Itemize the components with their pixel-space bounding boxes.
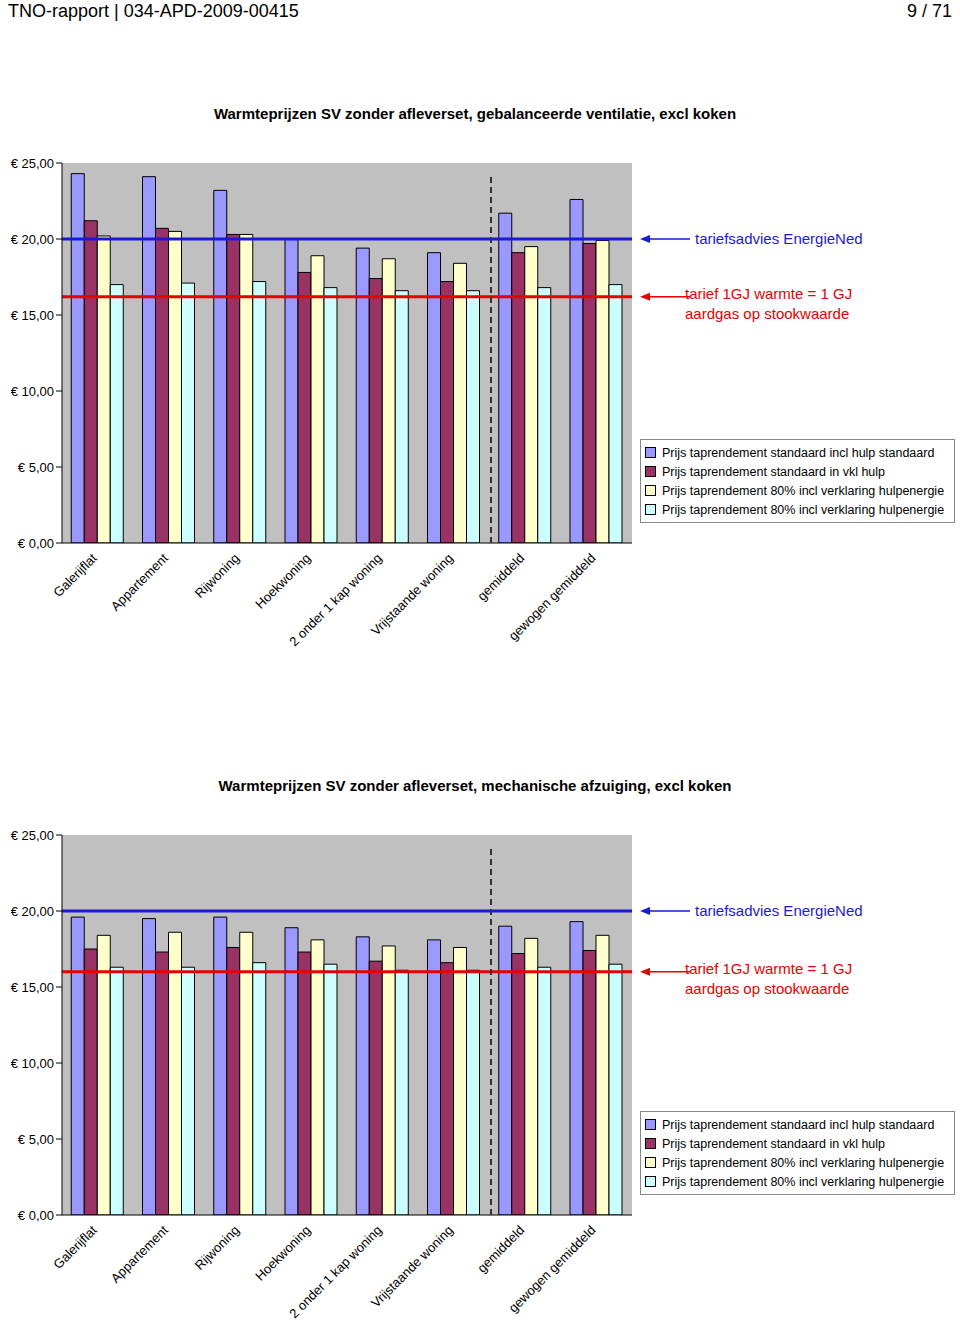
svg-text:€ 0,00: € 0,00 xyxy=(18,1208,54,1223)
svg-text:€ 15,00: € 15,00 xyxy=(11,308,54,323)
html-text:Prijs taprendement standaard i: Prijs taprendement standaard in vkl hulp xyxy=(662,1136,885,1151)
svg-text:€ 25,00: € 25,00 xyxy=(11,156,54,171)
svg-text:aardgas op stookwaarde: aardgas op stookwaarde xyxy=(685,305,849,322)
html-text:Warmteprijzen SV zonder afleve: Warmteprijzen SV zonder afleverset, mech… xyxy=(218,777,732,794)
svg-text:€ 0,00: € 0,00 xyxy=(18,536,54,551)
svg-text:2 onder 1 kap woning: 2 onder 1 kap woning xyxy=(286,551,385,650)
svg-text:€ 10,00: € 10,00 xyxy=(11,384,54,399)
svg-text:gewogen gemiddeld: gewogen gemiddeld xyxy=(506,551,599,644)
svg-text:tariefsadvies EnergieNed: tariefsadvies EnergieNed xyxy=(695,902,863,919)
svg-text:Galerijflat: Galerijflat xyxy=(50,1222,100,1272)
svg-text:Hoekwoning: Hoekwoning xyxy=(252,1223,313,1284)
svg-text:€ 20,00: € 20,00 xyxy=(11,904,54,919)
svg-text:Appartement: Appartement xyxy=(108,1222,172,1286)
html-text:Warmteprijzen SV zonder afleve: Warmteprijzen SV zonder afleverset, geba… xyxy=(213,105,737,122)
html-text:9 / 71: 9 / 71 xyxy=(907,1,952,21)
svg-text:€ 15,00: € 15,00 xyxy=(11,980,54,995)
html-text:Prijs taprendement standaard i: Prijs taprendement standaard incl hulp s… xyxy=(662,445,935,460)
svg-text:Hoekwoning: Hoekwoning xyxy=(252,551,313,612)
svg-text:2 onder 1 kap woning: 2 onder 1 kap woning xyxy=(286,1223,385,1322)
svg-text:€ 5,00: € 5,00 xyxy=(18,460,54,475)
svg-text:gewogen gemiddeld: gewogen gemiddeld xyxy=(506,1223,599,1316)
svg-text:tarief 1GJ warmte = 1 GJ: tarief 1GJ warmte = 1 GJ xyxy=(685,285,852,302)
svg-text:gemiddeld: gemiddeld xyxy=(474,1223,527,1276)
html-text:Prijs taprendement 80% incl ve: Prijs taprendement 80% incl verklaring h… xyxy=(662,483,945,498)
svg-text:Rijwoning: Rijwoning xyxy=(192,551,242,601)
svg-text:Vrijstaande woning: Vrijstaande woning xyxy=(368,551,456,639)
html-text:Prijs taprendement standaard i: Prijs taprendement standaard in vkl hulp xyxy=(662,464,885,479)
svg-text:€ 20,00: € 20,00 xyxy=(11,232,54,247)
svg-text:aardgas op stookwaarde: aardgas op stookwaarde xyxy=(685,980,849,997)
svg-text:Rijwoning: Rijwoning xyxy=(192,1223,242,1273)
html-text:Prijs taprendement standaard i: Prijs taprendement standaard incl hulp s… xyxy=(662,1117,935,1132)
svg-text:Appartement: Appartement xyxy=(108,550,172,614)
html-text:TNO-rapport | 034-APD-2009-004: TNO-rapport | 034-APD-2009-00415 xyxy=(8,1,299,21)
svg-text:Vrijstaande woning: Vrijstaande woning xyxy=(368,1223,456,1311)
svg-text:€ 10,00: € 10,00 xyxy=(11,1056,54,1071)
svg-text:Galerijflat: Galerijflat xyxy=(50,550,100,600)
svg-text:tarief 1GJ warmte = 1 GJ: tarief 1GJ warmte = 1 GJ xyxy=(685,960,852,977)
svg-text:€ 5,00: € 5,00 xyxy=(18,1132,54,1147)
svg-text:€ 25,00: € 25,00 xyxy=(11,828,54,843)
html-text:Prijs taprendement 80% incl ve: Prijs taprendement 80% incl verklaring h… xyxy=(662,1174,945,1189)
html-text:Prijs taprendement 80% incl ve: Prijs taprendement 80% incl verklaring h… xyxy=(662,1155,945,1170)
html-text:Prijs taprendement 80% incl ve: Prijs taprendement 80% incl verklaring h… xyxy=(662,502,945,517)
svg-text:tariefsadvies EnergieNed: tariefsadvies EnergieNed xyxy=(695,230,863,247)
svg-text:gemiddeld: gemiddeld xyxy=(474,551,527,604)
